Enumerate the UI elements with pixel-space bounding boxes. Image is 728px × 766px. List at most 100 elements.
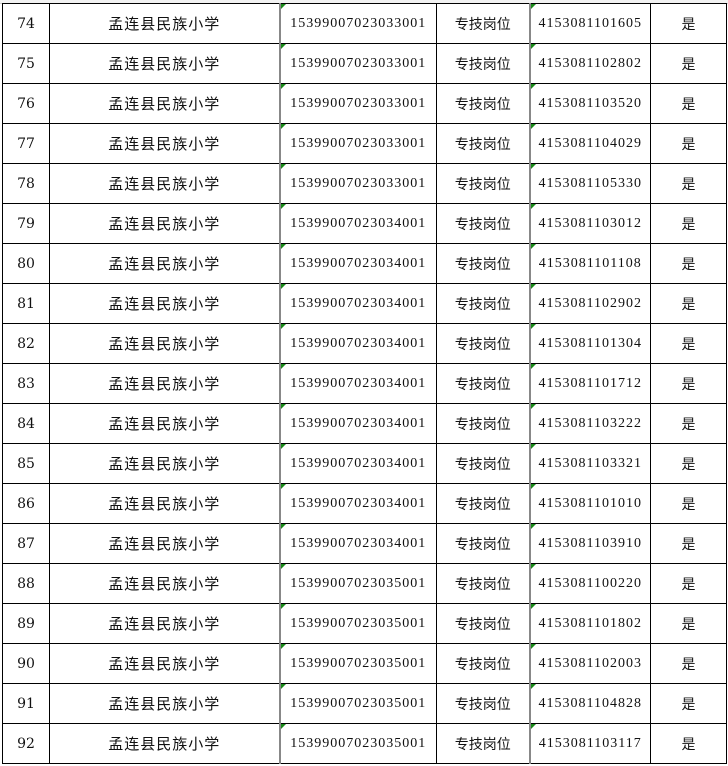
row-number-cell[interactable]: 91 <box>2 683 50 724</box>
row-number-cell[interactable]: 81 <box>2 283 50 324</box>
school-cell[interactable]: 孟连县民族小学 <box>49 403 280 444</box>
qualified-flag-cell[interactable]: 是 <box>650 603 727 644</box>
school-cell[interactable]: 孟连县民族小学 <box>49 83 280 124</box>
ticket-number-cell[interactable]: 4153081103012 <box>528 203 651 244</box>
ticket-number-cell[interactable]: 4153081101304 <box>528 323 651 364</box>
school-cell[interactable]: 孟连县民族小学 <box>49 203 280 244</box>
school-cell[interactable]: 孟连县民族小学 <box>49 563 280 604</box>
post-type-cell[interactable]: 专技岗位 <box>436 403 530 444</box>
post-type-cell[interactable]: 专技岗位 <box>436 603 530 644</box>
post-type-cell[interactable]: 专技岗位 <box>436 283 530 324</box>
post-code-cell[interactable]: 15399007023034001 <box>278 403 437 444</box>
row-number-cell[interactable]: 89 <box>2 603 50 644</box>
qualified-flag-cell[interactable]: 是 <box>650 283 727 324</box>
post-type-cell[interactable]: 专技岗位 <box>436 203 530 244</box>
row-number-cell[interactable]: 84 <box>2 403 50 444</box>
post-type-cell[interactable]: 专技岗位 <box>436 3 530 44</box>
school-cell[interactable]: 孟连县民族小学 <box>49 363 280 404</box>
row-number-cell[interactable]: 79 <box>2 203 50 244</box>
post-code-cell[interactable]: 15399007023034001 <box>278 203 437 244</box>
post-code-cell[interactable]: 15399007023033001 <box>278 3 437 44</box>
school-cell[interactable]: 孟连县民族小学 <box>49 243 280 284</box>
post-code-cell[interactable]: 15399007023034001 <box>278 323 437 364</box>
post-code-cell[interactable]: 15399007023035001 <box>278 603 437 644</box>
post-code-cell[interactable]: 15399007023033001 <box>278 123 437 164</box>
qualified-flag-cell[interactable]: 是 <box>650 403 727 444</box>
post-type-cell[interactable]: 专技岗位 <box>436 683 530 724</box>
row-number-cell[interactable]: 86 <box>2 483 50 524</box>
post-type-cell[interactable]: 专技岗位 <box>436 723 530 764</box>
post-code-cell[interactable]: 15399007023034001 <box>278 523 437 564</box>
row-number-cell[interactable]: 80 <box>2 243 50 284</box>
post-code-cell[interactable]: 15399007023033001 <box>278 163 437 204</box>
school-cell[interactable]: 孟连县民族小学 <box>49 43 280 84</box>
school-cell[interactable]: 孟连县民族小学 <box>49 163 280 204</box>
ticket-number-cell[interactable]: 4153081103321 <box>528 443 651 484</box>
row-number-cell[interactable]: 92 <box>2 723 50 764</box>
qualified-flag-cell[interactable]: 是 <box>650 243 727 284</box>
school-cell[interactable]: 孟连县民族小学 <box>49 723 280 764</box>
row-number-cell[interactable]: 83 <box>2 363 50 404</box>
qualified-flag-cell[interactable]: 是 <box>650 643 727 684</box>
ticket-number-cell[interactable]: 4153081102003 <box>528 643 651 684</box>
post-type-cell[interactable]: 专技岗位 <box>436 243 530 284</box>
post-code-cell[interactable]: 15399007023033001 <box>278 83 437 124</box>
post-type-cell[interactable]: 专技岗位 <box>436 523 530 564</box>
post-code-cell[interactable]: 15399007023033001 <box>278 43 437 84</box>
post-type-cell[interactable]: 专技岗位 <box>436 163 530 204</box>
post-code-cell[interactable]: 15399007023035001 <box>278 683 437 724</box>
school-cell[interactable]: 孟连县民族小学 <box>49 603 280 644</box>
post-type-cell[interactable]: 专技岗位 <box>436 323 530 364</box>
row-number-cell[interactable]: 77 <box>2 123 50 164</box>
qualified-flag-cell[interactable]: 是 <box>650 203 727 244</box>
qualified-flag-cell[interactable]: 是 <box>650 3 727 44</box>
ticket-number-cell[interactable]: 4153081105330 <box>528 163 651 204</box>
school-cell[interactable]: 孟连县民族小学 <box>49 683 280 724</box>
qualified-flag-cell[interactable]: 是 <box>650 123 727 164</box>
row-number-cell[interactable]: 88 <box>2 563 50 604</box>
row-number-cell[interactable]: 74 <box>2 3 50 44</box>
qualified-flag-cell[interactable]: 是 <box>650 163 727 204</box>
qualified-flag-cell[interactable]: 是 <box>650 683 727 724</box>
ticket-number-cell[interactable]: 4153081102802 <box>528 43 651 84</box>
qualified-flag-cell[interactable]: 是 <box>650 523 727 564</box>
row-number-cell[interactable]: 85 <box>2 443 50 484</box>
school-cell[interactable]: 孟连县民族小学 <box>49 283 280 324</box>
ticket-number-cell[interactable]: 4153081100220 <box>528 563 651 604</box>
ticket-number-cell[interactable]: 4153081103520 <box>528 83 651 124</box>
row-number-cell[interactable]: 78 <box>2 163 50 204</box>
qualified-flag-cell[interactable]: 是 <box>650 43 727 84</box>
ticket-number-cell[interactable]: 4153081103910 <box>528 523 651 564</box>
post-code-cell[interactable]: 15399007023035001 <box>278 723 437 764</box>
school-cell[interactable]: 孟连县民族小学 <box>49 523 280 564</box>
ticket-number-cell[interactable]: 4153081103117 <box>528 723 651 764</box>
school-cell[interactable]: 孟连县民族小学 <box>49 123 280 164</box>
qualified-flag-cell[interactable]: 是 <box>650 323 727 364</box>
row-number-cell[interactable]: 76 <box>2 83 50 124</box>
ticket-number-cell[interactable]: 4153081104029 <box>528 123 651 164</box>
post-type-cell[interactable]: 专技岗位 <box>436 363 530 404</box>
ticket-number-cell[interactable]: 4153081101712 <box>528 363 651 404</box>
post-code-cell[interactable]: 15399007023034001 <box>278 363 437 404</box>
school-cell[interactable]: 孟连县民族小学 <box>49 483 280 524</box>
post-code-cell[interactable]: 15399007023034001 <box>278 443 437 484</box>
post-type-cell[interactable]: 专技岗位 <box>436 643 530 684</box>
post-type-cell[interactable]: 专技岗位 <box>436 83 530 124</box>
school-cell[interactable]: 孟连县民族小学 <box>49 643 280 684</box>
post-code-cell[interactable]: 15399007023034001 <box>278 483 437 524</box>
post-type-cell[interactable]: 专技岗位 <box>436 483 530 524</box>
row-number-cell[interactable]: 87 <box>2 523 50 564</box>
school-cell[interactable]: 孟连县民族小学 <box>49 323 280 364</box>
post-code-cell[interactable]: 15399007023035001 <box>278 563 437 604</box>
row-number-cell[interactable]: 75 <box>2 43 50 84</box>
qualified-flag-cell[interactable]: 是 <box>650 563 727 604</box>
ticket-number-cell[interactable]: 4153081101010 <box>528 483 651 524</box>
qualified-flag-cell[interactable]: 是 <box>650 363 727 404</box>
qualified-flag-cell[interactable]: 是 <box>650 83 727 124</box>
post-code-cell[interactable]: 15399007023035001 <box>278 643 437 684</box>
school-cell[interactable]: 孟连县民族小学 <box>49 3 280 44</box>
school-cell[interactable]: 孟连县民族小学 <box>49 443 280 484</box>
post-code-cell[interactable]: 15399007023034001 <box>278 283 437 324</box>
ticket-number-cell[interactable]: 4153081103222 <box>528 403 651 444</box>
ticket-number-cell[interactable]: 4153081102902 <box>528 283 651 324</box>
